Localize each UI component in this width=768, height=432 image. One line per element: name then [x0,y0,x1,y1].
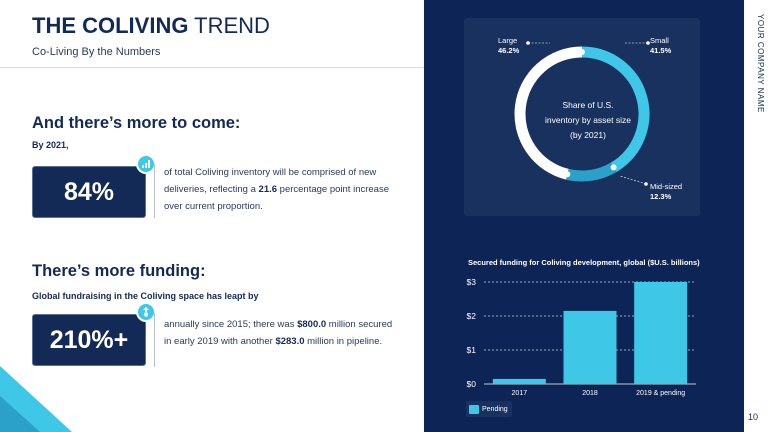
stat-value: 84% [63,177,115,206]
legend-label: Pending [482,405,508,413]
slice-boundary-dot [579,49,585,55]
slice-boundary-dot [564,171,571,178]
bar-2019-pending [634,282,688,384]
bar-2017 [492,378,546,384]
donut-title-line: Share of U.S. [562,100,614,110]
divider [154,164,155,218]
y-tick-label: $1 [467,345,477,355]
dollar-up-icon [136,302,156,322]
donut-center-label: Share of U.S. inventory by asset size (b… [530,98,646,143]
bar-2018 [563,310,617,384]
stat-value: 210%+ [49,325,129,354]
y-tick-label: $0 [467,379,477,389]
donut-chart [514,41,650,186]
section2-lead: Global fundraising in the Coliving space… [32,291,259,301]
donut-title-line: inventory by asset size [545,115,631,125]
section1-lead: By 2021, [32,140,69,150]
donut-title-line: (by 2021) [570,130,606,140]
chart-legend: Pending [466,401,512,417]
bar-chart-icon [136,154,156,174]
y-tick-label: $2 [467,311,477,321]
page-number: 10 [748,412,759,422]
slice-label-large: Large 46.2% [498,36,520,55]
donut-slice-mid-sized [566,162,617,182]
side-strip [744,0,768,432]
section1-heading: And there’s more to come: [32,114,241,132]
divider [154,313,155,367]
y-tick-label: $3 [467,277,477,287]
slice-boundary-dot [610,164,617,171]
x-tick-label: 2019 & pending [636,390,685,397]
slice-label-mid: Mid-sized 12.3% [650,182,683,201]
header: THE COLIVING TREND Co-Living By the Numb… [0,0,424,68]
legend-swatch [469,404,479,414]
leader-dot [526,41,530,45]
donut-slice-small [581,46,650,173]
stat-210-box: 210%+ [32,314,146,366]
bar-chart-title: Secured funding for Coliving development… [468,258,700,267]
leader-dot [646,41,650,45]
bar-chart: $0 $1 $2 $3 2017 2018 2019 & pending [467,277,696,397]
donut-slice-large [514,46,583,180]
corner-decoration [0,366,72,432]
leader-dot [644,182,648,186]
x-tick-label: 2017 [512,390,528,397]
slice-label-small: Small 41.5% [650,36,672,55]
x-tick-label: 2018 [582,390,598,397]
leader-line [619,175,647,185]
company-name: YOUR COMPANY NAME [756,14,765,113]
page-title: THE COLIVING TREND [32,13,270,38]
section2-heading: There’s more funding: [32,262,206,280]
section1-text: of total Coliving inventory will be comp… [164,167,389,212]
stat-84-box: 84% [32,166,146,218]
page-subtitle: Co-Living By the Numbers [32,46,161,58]
section2-text: annually since 2015; there was $800.0 mi… [164,319,393,347]
